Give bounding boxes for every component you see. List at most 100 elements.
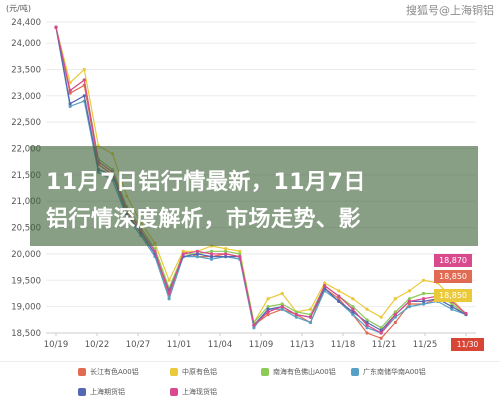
headline-line-1: 11月7日铝行情最新，11月7日 [46, 170, 366, 195]
x-tick-label: 11/25 [413, 340, 438, 350]
series-point [68, 104, 72, 108]
y-tick-label: 18,500 [11, 329, 41, 339]
series-point [365, 326, 369, 330]
series-point [450, 307, 454, 311]
series-point [266, 307, 270, 311]
y-axis-ticks: 24,400 24,000 23,500 23,000 22,500 22,000 21,5… [11, 18, 41, 339]
x-tick-label: 10/27 [126, 340, 151, 350]
x-axis-ticks: 10/19 10/22 10/27 11/01 11/04 11/09 11/13 11/18… [44, 333, 478, 350]
series-point [421, 278, 426, 282]
headline-text: 11月7日铝行情最新，11月7日 铝行情深度解析，市场走势、影 [46, 164, 486, 238]
series-point [280, 302, 284, 306]
series-point [351, 297, 355, 301]
y-tick-label: 23,500 [11, 65, 41, 75]
series-point [82, 78, 86, 82]
series-point [407, 305, 412, 309]
legend-swatch-1 [78, 368, 86, 376]
series-point [450, 302, 454, 306]
series-point [224, 247, 228, 251]
x-tick-label: 11/04 [208, 340, 233, 350]
series-point [379, 326, 383, 330]
y-tick-label: 21,000 [11, 197, 41, 207]
legend-item-2[interactable]: 中原有色铝 [170, 367, 217, 377]
watermark: 搜狐号@上海铜铝 [406, 4, 494, 17]
legend-swatch-2 [170, 368, 178, 376]
series-point [308, 320, 313, 325]
series-point [280, 291, 284, 296]
legend-item-1[interactable]: 长江有色A00铝 [78, 367, 139, 377]
series-point [365, 318, 369, 322]
price-tag-1: 18,870 [434, 254, 472, 267]
series-point [351, 307, 355, 311]
y-tick-label: 19,500 [11, 276, 41, 286]
series-point [209, 257, 214, 261]
x-tick-label: 11/18 [331, 340, 356, 350]
series-point [68, 81, 72, 85]
series-point [337, 297, 341, 301]
series-point [421, 302, 426, 306]
series-point [266, 310, 270, 314]
x-tick-label: 11/13 [290, 340, 315, 350]
legend-swatch-5 [78, 388, 86, 396]
legend-item-5[interactable]: 上海期货铝 [78, 387, 125, 397]
series-point [224, 252, 228, 256]
series-point [337, 289, 341, 293]
series-point [181, 252, 185, 256]
legend-label-6: 上海现货铝 [182, 388, 217, 396]
x-tick-label: 11/09 [249, 340, 274, 350]
series-point [167, 278, 171, 282]
series-point [323, 283, 327, 288]
series-point [365, 323, 369, 327]
series-point [54, 25, 58, 29]
series-point [209, 254, 214, 259]
series-point [379, 315, 383, 319]
headline-banner [30, 146, 478, 246]
series-point [252, 326, 256, 330]
series-point [421, 291, 426, 296]
series-point [238, 252, 242, 256]
series-point [280, 307, 284, 311]
y-axis-unit-label: (元/吨) [6, 4, 31, 13]
series-point [294, 315, 298, 319]
series-point [68, 88, 72, 93]
y-tick-label: 21,500 [11, 171, 41, 181]
series-point [393, 320, 397, 325]
price-tag-3: 18,850 [434, 289, 472, 302]
series-point [351, 305, 355, 309]
series-point [407, 289, 412, 293]
series-point [266, 312, 270, 317]
series-point [280, 305, 284, 309]
series-point [351, 310, 355, 314]
series-point [365, 307, 369, 311]
series-point [238, 254, 242, 259]
price-tag-2: 18,850 [434, 270, 472, 283]
series-point [294, 312, 298, 317]
series-point [195, 254, 199, 259]
y-tick-label: 20,500 [11, 224, 41, 234]
series-point [68, 102, 72, 106]
y-tick-label: 22,000 [11, 145, 41, 155]
series-point [252, 323, 256, 327]
series-point [167, 297, 171, 301]
series-point [407, 297, 412, 301]
series-point [82, 94, 86, 98]
series-point [308, 307, 313, 311]
series-point [181, 249, 185, 253]
series-point [464, 311, 468, 316]
legend-item-3[interactable]: 南海有色佛山A00铝 [261, 367, 336, 377]
y-tick-label: 23,000 [11, 92, 41, 102]
series-point [337, 299, 341, 303]
series-point [167, 291, 171, 296]
series-point [393, 297, 397, 301]
series-point [266, 305, 270, 309]
legend-item-4[interactable]: 广东南储华南A00铝 [351, 367, 426, 377]
series-point [407, 299, 412, 303]
series-point [294, 310, 298, 314]
series-point [308, 315, 313, 319]
series-point [421, 299, 426, 303]
series-point [266, 297, 270, 301]
y-tick-label: 24,400 [11, 18, 41, 28]
x-tick-label: 10/22 [85, 340, 110, 350]
series-point [82, 67, 86, 72]
legend-item-6[interactable]: 上海现货铝 [170, 387, 217, 397]
